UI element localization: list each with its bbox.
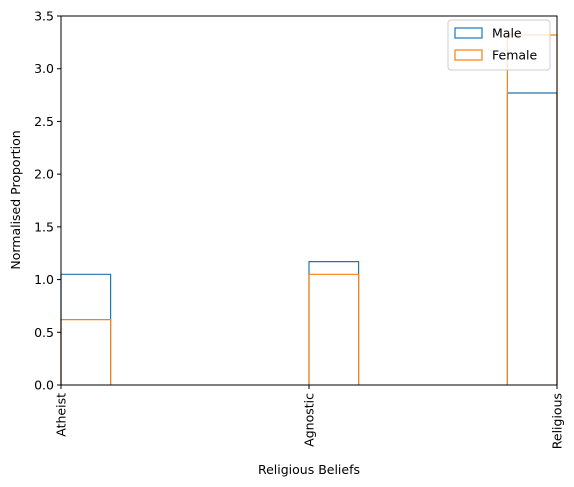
y-tick-label: 2.5 [34, 114, 54, 129]
x-tick-label: Religious [550, 393, 565, 449]
bar-female-religious [506, 34, 558, 385]
x-tick-label: Agnostic [302, 393, 317, 447]
bar-male-religious [506, 92, 558, 385]
bar-male-agnostic [308, 261, 360, 385]
legend-swatch-female [454, 49, 483, 61]
legend-label-male: Male [492, 26, 522, 41]
bar-female-agnostic [308, 273, 360, 385]
x-axis-title: Religious Beliefs [258, 462, 360, 477]
bar-layer [60, 34, 558, 385]
y-tick-label: 0.0 [34, 378, 54, 393]
y-tick-label: 1.5 [34, 219, 54, 234]
bar-female-atheist [60, 319, 112, 385]
y-tick-label: 3.0 [34, 61, 54, 76]
legend-box [447, 19, 551, 71]
y-tick-label: 3.5 [34, 9, 54, 24]
legend: Male Female [447, 19, 551, 71]
x-axis: Atheist Agnostic Religious [54, 385, 565, 449]
y-axis-title: Normalised Proportion [8, 130, 23, 269]
bar-male-atheist [60, 273, 112, 385]
legend-label-female: Female [492, 48, 538, 63]
x-tick-label: Atheist [54, 393, 69, 437]
y-tick-label: 2.0 [34, 167, 54, 182]
y-tick-label: 1.0 [34, 272, 54, 287]
y-axis: 0.0 0.5 1.0 1.5 2.0 2.5 3.0 3.5 [34, 9, 61, 393]
legend-swatch-male [454, 27, 483, 39]
y-tick-label: 0.5 [34, 325, 54, 340]
